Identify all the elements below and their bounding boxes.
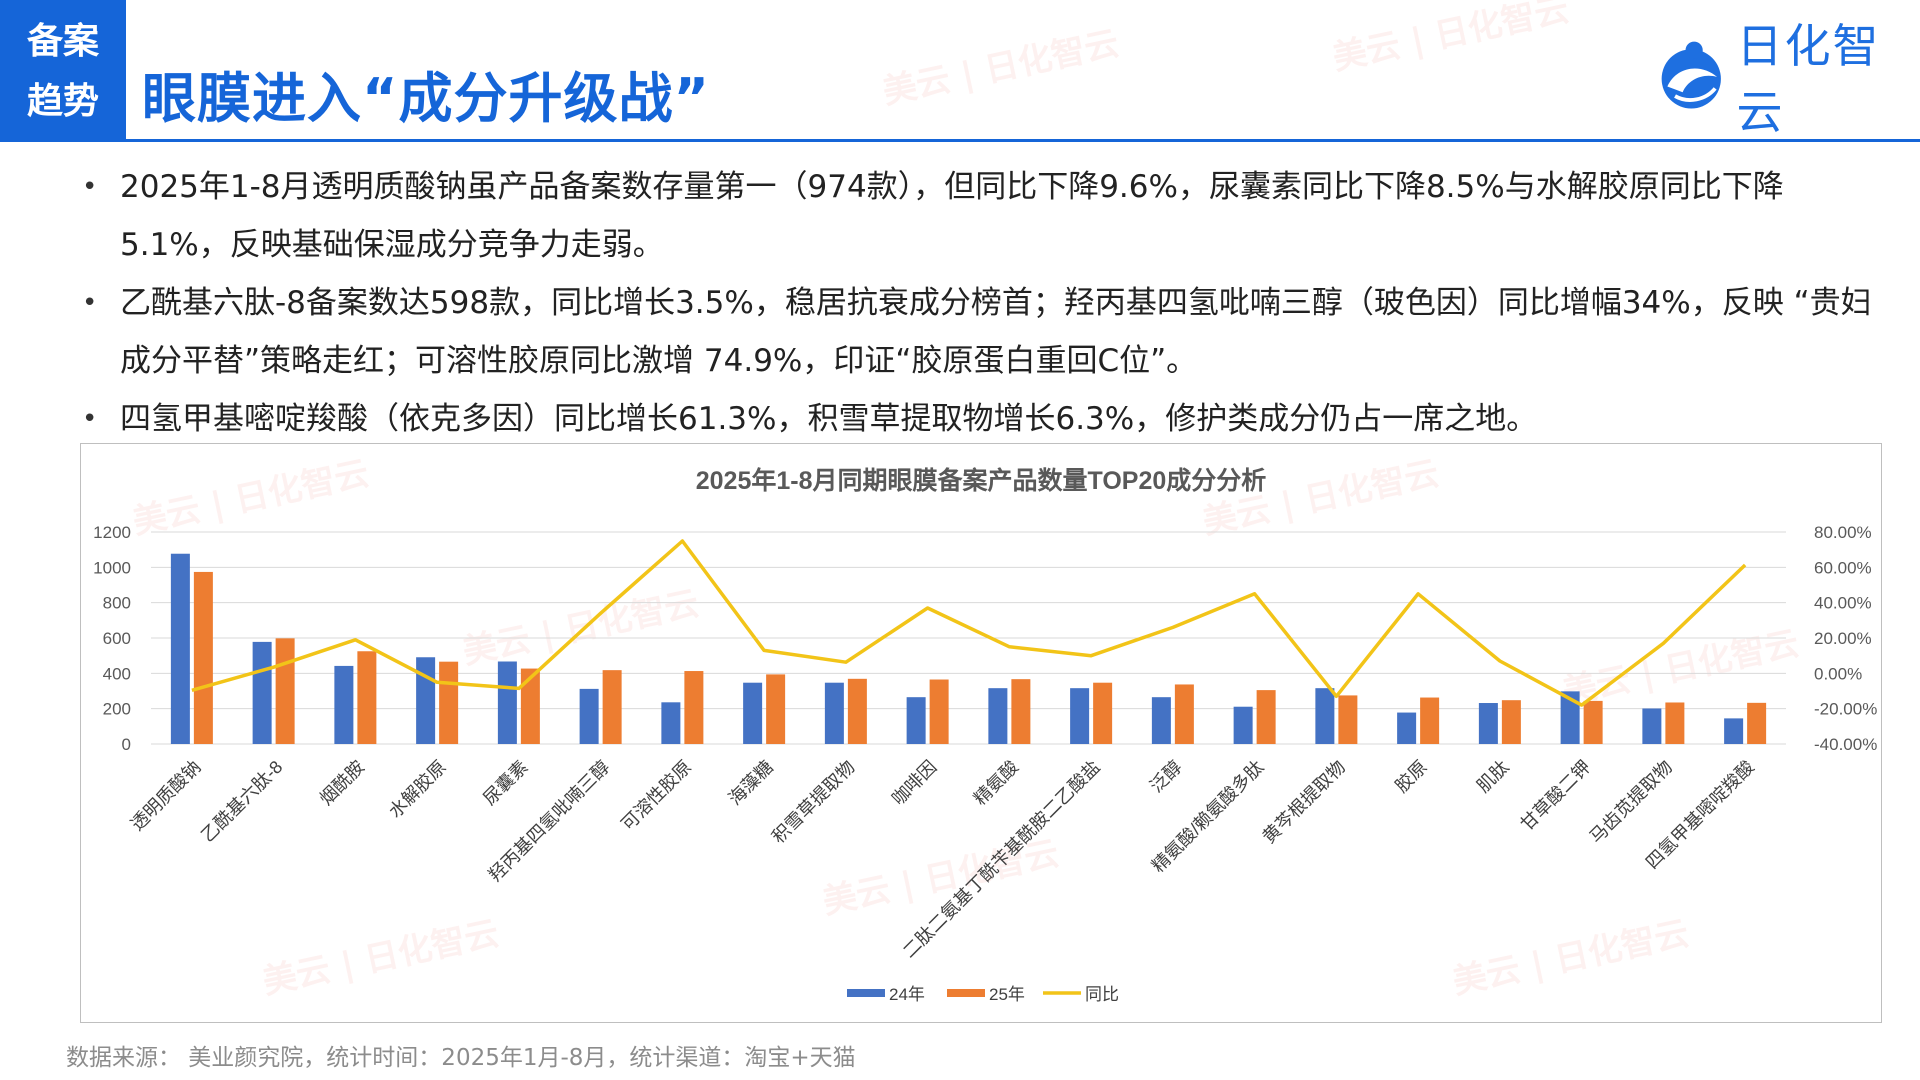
x-category-label: 泛醇 (1146, 757, 1186, 797)
bar-25 (520, 668, 540, 744)
bar-24 (988, 688, 1008, 744)
x-category-label: 咖啡因 (888, 757, 940, 809)
y-left-tick-label: 600 (103, 629, 131, 648)
x-category-label: 甘草酸二钾 (1517, 757, 1595, 835)
bar-25 (275, 638, 295, 744)
yoy-line (191, 539, 1747, 707)
combo-chart: 2025年1-8月同期眼膜备案产品数量TOP20成分分析 0 200 400 600 80… (93, 466, 1877, 1004)
bar-24 (1642, 708, 1662, 744)
bullet-item: 乙酰基六肽-8备案数达598款，同比增长3.5%，稳居抗衰成分榜首；羟丙基四氢吡… (80, 274, 1880, 390)
bar-25 (1174, 684, 1194, 744)
section-tag-line1: 备案 (26, 21, 99, 62)
x-category-label: 积雪草提取物 (768, 757, 859, 848)
y-right-tick-label: 40.00% (1814, 594, 1872, 613)
bar-25 (1256, 690, 1276, 744)
bar-25 (602, 670, 622, 744)
bar-25 (929, 679, 949, 744)
bar-25 (1338, 695, 1358, 744)
bar-25 (1011, 679, 1031, 744)
x-category-label: 胶原 (1391, 757, 1431, 797)
x-category-label: 尿囊素 (479, 757, 531, 809)
bullet-item: 2025年1-8月透明质酸钠虽产品备案数存量第一（974款），但同比下降9.6%… (80, 158, 1880, 274)
watermark: 美云 | 日化智云 (1329, 0, 1573, 79)
bar-25 (847, 678, 867, 744)
bar-24 (170, 553, 190, 744)
bar-24 (824, 682, 844, 744)
bar-25 (1665, 702, 1685, 744)
bar-24 (661, 702, 681, 744)
y-right-tick-label: 80.00% (1814, 523, 1872, 542)
bar-24 (1315, 688, 1335, 744)
bar-24 (1560, 691, 1580, 744)
bar-24 (1478, 703, 1498, 744)
bar-25 (684, 671, 704, 744)
legend-swatch (847, 989, 885, 997)
logo-text: 日化智云 (1736, 19, 1881, 139)
x-category-label: 烟酰胺 (316, 757, 368, 809)
y-right-tick-label: 60.00% (1814, 558, 1872, 577)
bar-24 (252, 641, 272, 744)
bar-25 (1093, 682, 1113, 744)
bullet-item: 四氢甲基嘧啶羧酸（依克多因）同比增长61.3%，积雪草提取物增长6.3%，修护类… (80, 390, 1880, 448)
legend-label: 25年 (989, 985, 1025, 1004)
bar-24 (497, 661, 517, 744)
y-left-tick-label: 800 (103, 594, 131, 613)
section-tag-line2: 趋势 (26, 81, 99, 122)
bar-25 (1420, 697, 1440, 744)
bullet-list: 2025年1-8月透明质酸钠虽产品备案数存量第一（974款），但同比下降9.6%… (80, 158, 1880, 448)
legend-label: 24年 (889, 985, 925, 1004)
x-category-label: 乙酰基六肽-8 (197, 757, 286, 846)
chart-title: 2025年1-8月同期眼膜备案产品数量TOP20成分分析 (696, 466, 1267, 495)
y-right-tick-label: 0.00% (1814, 664, 1862, 683)
chart-frame: 2025年1-8月同期眼膜备案产品数量TOP20成分分析 0 200 400 600 80… (80, 443, 1882, 1023)
y-right-tick-label: -40.00% (1814, 735, 1877, 754)
x-category-label: 水解胶原 (385, 757, 450, 822)
y-left-tick-label: 1200 (93, 523, 131, 542)
bar-25 (1747, 702, 1767, 744)
section-tag: 备案 趋势 (0, 0, 126, 140)
legend-label: 同比 (1085, 985, 1119, 1004)
bar-24 (1397, 712, 1417, 744)
bar-24 (416, 657, 436, 744)
watermark: 美云 | 日化智云 (879, 23, 1123, 113)
y-left-tick-label: 0 (122, 735, 131, 754)
legend-swatch (947, 989, 985, 997)
y-right-tick-label: 20.00% (1814, 629, 1872, 648)
y-left-tick-label: 200 (103, 700, 131, 719)
y-left-tick-label: 400 (103, 664, 131, 683)
bar-24 (1070, 688, 1090, 744)
x-category-label: 海藻糖 (725, 757, 777, 809)
x-category-label: 透明质酸钠 (127, 757, 205, 835)
brand-logo: 日化智云 (1654, 19, 1920, 139)
bar-25 (193, 571, 213, 744)
x-category-label: 黄芩根提取物 (1259, 757, 1350, 848)
bar-25 (1583, 700, 1603, 744)
bar-25 (439, 661, 459, 744)
data-source-note: 数据来源： 美业颜究院，统计时间：2025年1月-8月，统计渠道：淘宝+天猫 (66, 1045, 856, 1071)
y-right-tick-label: -20.00% (1814, 700, 1877, 719)
x-category-label: 可溶性胶原 (617, 757, 695, 835)
bar-25 (357, 651, 377, 744)
x-category-label: 精氨酸 (970, 757, 1022, 809)
x-category-label: 肌肽 (1473, 757, 1513, 797)
bar-24 (1151, 697, 1171, 744)
logo-icon (1661, 41, 1721, 109)
bar-24 (334, 665, 354, 744)
x-category-label: 马齿苋提取物 (1586, 757, 1677, 848)
y-left-tick-label: 1000 (93, 558, 131, 577)
bar-24 (579, 688, 599, 744)
bar-25 (1501, 700, 1521, 744)
bar-24 (906, 697, 926, 744)
bar-24 (1724, 718, 1744, 744)
page-title: 眼膜进入“成分升级战” (142, 67, 710, 130)
bar-24 (743, 682, 763, 744)
header-divider (0, 139, 1920, 142)
bar-24 (1233, 706, 1253, 744)
bar-25 (766, 674, 786, 744)
